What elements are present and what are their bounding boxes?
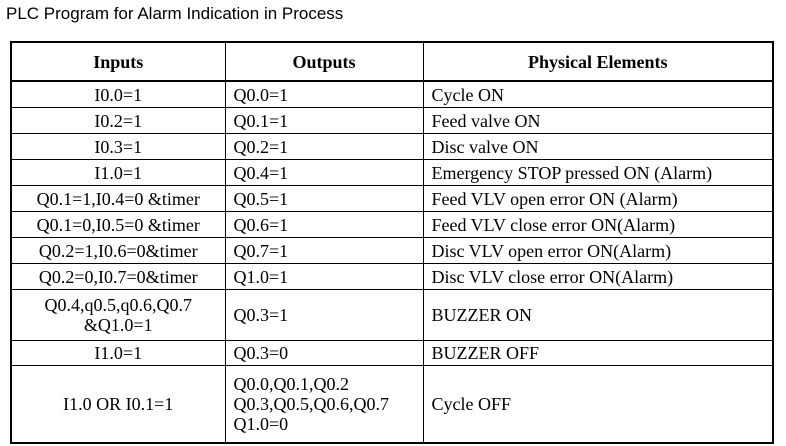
cell-physical-elements-line: Disc VLV close error ON(Alarm): [431, 266, 674, 287]
cell-inputs-line: I1.0=1: [94, 162, 143, 183]
cell-inputs: I0.3=1: [10, 133, 226, 160]
cell-physical-elements: BUZZER OFF: [422, 340, 774, 366]
cell-inputs-line: Q0.2=1,I0.6=0&timer: [38, 240, 198, 261]
cell-inputs: I0.2=1: [10, 107, 226, 134]
cell-outputs: Q0.0=1: [224, 80, 424, 108]
cell-inputs-line: I0.2=1: [94, 110, 143, 131]
cell-physical-elements-line: Feed VLV close error ON(Alarm): [431, 214, 676, 235]
page-title: PLC Program for Alarm Indication in Proc…: [6, 4, 344, 23]
cell-physical-elements-line: BUZZER ON: [431, 305, 533, 325]
cell-outputs-line: Q0.6=1: [233, 214, 289, 235]
cell-physical-elements: Feed VLV open error ON (Alarm): [422, 185, 774, 212]
header-inputs: Inputs: [10, 41, 226, 82]
cell-inputs: I1.0=1: [10, 159, 226, 186]
table-row: I1.0=1 Q0.4=1 Emergency STOP pressed ON (A…: [10, 159, 774, 186]
table-row: I1.0=1 Q0.3=0 BUZZER OFF: [10, 340, 774, 366]
cell-inputs-line: &Q1.0=1: [83, 315, 153, 335]
cell-physical-elements-line: Feed VLV open error ON (Alarm): [431, 188, 678, 209]
cell-inputs: Q0.1=1,I0.4=0 &timer: [10, 185, 226, 212]
cell-physical-elements-line: Disc VLV open error ON(Alarm): [431, 240, 672, 261]
cell-physical-elements-line: BUZZER OFF: [431, 343, 540, 363]
cell-outputs-line: Q0.3=1: [233, 305, 289, 325]
cell-inputs-line: I1.0=1: [94, 343, 143, 363]
cell-physical-elements-line: Cycle ON: [431, 84, 504, 105]
cell-outputs: Q0.4=1: [224, 159, 424, 186]
cell-physical-elements: Cycle OFF: [422, 365, 774, 444]
cell-outputs-line: Q0.0=1: [233, 84, 289, 105]
header-physical-elements: Physical Elements: [422, 41, 774, 82]
cell-outputs-line: Q0.5=1: [233, 188, 289, 209]
table-row: Q0.2=1,I0.6=0&timer Q0.7=1 Disc VLV open e…: [10, 237, 774, 264]
table-row: Q0.1=1,I0.4=0 &timer Q0.5=1 Feed VLV open …: [10, 185, 774, 212]
table-row: Q0.1=0,I0.5=0 &timer Q0.6=1 Feed VLV close…: [10, 211, 774, 238]
cell-outputs-line: Q0.3,Q0.5,Q0.6,Q0.7: [233, 394, 390, 414]
cell-outputs-line: Q0.7=1: [233, 240, 289, 261]
table-header-row: Inputs Outputs Physical Elements: [10, 41, 774, 82]
table-row: I0.0=1 Q0.0=1 Cycle ON: [10, 80, 774, 108]
cell-inputs-line: Q0.1=0,I0.5=0 &timer: [36, 214, 200, 235]
cell-inputs-line: Q0.2=0,I0.7=0&timer: [38, 266, 198, 287]
cell-physical-elements: Emergency STOP pressed ON (Alarm): [422, 159, 774, 186]
cell-physical-elements: Disc VLV close error ON(Alarm): [422, 263, 774, 290]
cell-physical-elements: Feed VLV close error ON(Alarm): [422, 211, 774, 238]
cell-inputs-line: I0.3=1: [94, 136, 143, 157]
cell-inputs: Q0.4,q0.5,q0.6,Q0.7 &Q1.0=1: [10, 289, 226, 341]
plc-alarm-table: Inputs Outputs Physical Elements I0.0=1 Q…: [10, 41, 774, 444]
cell-outputs: Q1.0=1: [224, 263, 424, 290]
table-row: I1.0 OR I0.1=1 Q0.0,Q0.1,Q0.2 Q0.3,Q0.5,Q0…: [10, 365, 774, 444]
cell-physical-elements: Cycle ON: [422, 80, 774, 108]
cell-physical-elements: Feed valve ON: [422, 107, 774, 134]
cell-physical-elements: BUZZER ON: [422, 289, 774, 341]
table-row: Q0.2=0,I0.7=0&timer Q1.0=1 Disc VLV close …: [10, 263, 774, 290]
cell-inputs: I1.0=1: [10, 340, 226, 366]
table-row: Q0.4,q0.5,q0.6,Q0.7 &Q1.0=1 Q0.3=1 BUZZER O…: [10, 289, 774, 341]
cell-outputs: Q0.0,Q0.1,Q0.2 Q0.3,Q0.5,Q0.6,Q0.7 Q1.0=0: [224, 365, 424, 444]
cell-physical-elements: Disc VLV open error ON(Alarm): [422, 237, 774, 264]
cell-outputs: Q0.6=1: [224, 211, 424, 238]
cell-outputs-line: Q0.1=1: [233, 110, 289, 131]
cell-inputs: I1.0 OR I0.1=1: [10, 365, 226, 444]
cell-inputs-line: Q0.4,q0.5,q0.6,Q0.7: [44, 295, 193, 315]
cell-inputs: Q0.2=1,I0.6=0&timer: [10, 237, 226, 264]
cell-outputs: Q0.7=1: [224, 237, 424, 264]
cell-outputs: Q0.1=1: [224, 107, 424, 134]
cell-outputs: Q0.2=1: [224, 133, 424, 160]
cell-outputs-line: Q1.0=0: [233, 414, 289, 434]
cell-outputs: Q0.5=1: [224, 185, 424, 212]
cell-inputs-line: I0.0=1: [94, 84, 143, 105]
cell-physical-elements-line: Emergency STOP pressed ON (Alarm): [431, 162, 713, 183]
cell-physical-elements: Disc valve ON: [422, 133, 774, 160]
cell-outputs: Q0.3=0: [224, 340, 424, 366]
cell-inputs: Q0.2=0,I0.7=0&timer: [10, 263, 226, 290]
table-row: I0.2=1 Q0.1=1 Feed valve ON: [10, 107, 774, 134]
table-row: I0.3=1 Q0.2=1 Disc valve ON: [10, 133, 774, 160]
cell-outputs-line: Q0.0,Q0.1,Q0.2: [233, 374, 350, 394]
cell-outputs-line: Q0.4=1: [233, 162, 289, 183]
cell-outputs: Q0.3=1: [224, 289, 424, 341]
table-body: I0.0=1 Q0.0=1 Cycle ON I0.2=1 Q0.1=1 Feed val…: [10, 80, 774, 444]
cell-outputs-line: Q1.0=1: [233, 266, 289, 287]
cell-physical-elements-line: Disc valve ON: [431, 136, 539, 157]
header-outputs: Outputs: [224, 41, 424, 82]
cell-inputs-line: Q0.1=1,I0.4=0 &timer: [36, 188, 200, 209]
cell-physical-elements-line: Feed valve ON: [431, 110, 541, 131]
cell-outputs-line: Q0.2=1: [233, 136, 289, 157]
cell-inputs: I0.0=1: [10, 80, 226, 108]
cell-physical-elements-line: Cycle OFF: [431, 394, 512, 414]
cell-outputs-line: Q0.3=0: [233, 343, 289, 363]
cell-inputs: Q0.1=0,I0.5=0 &timer: [10, 211, 226, 238]
cell-inputs-line: I1.0 OR I0.1=1: [63, 394, 174, 414]
